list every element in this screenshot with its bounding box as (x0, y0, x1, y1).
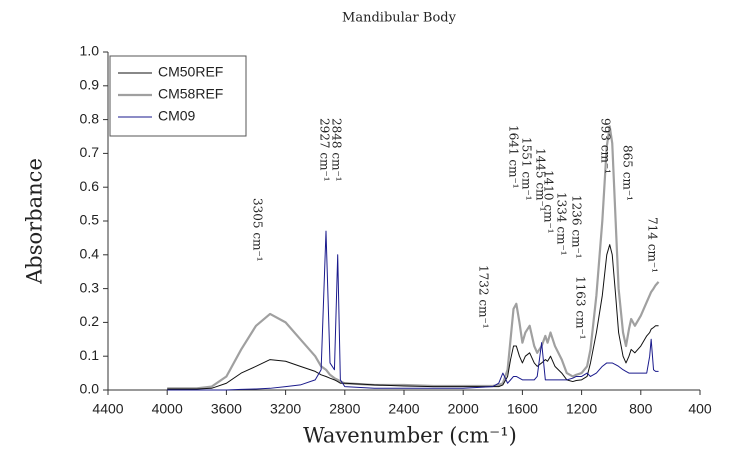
peak-annotation: 3305 cm⁻¹ (251, 198, 265, 262)
y-tick-label: 0.5 (80, 212, 100, 228)
y-tick-label: 1.0 (80, 43, 100, 59)
peak-annotation: 1163 cm⁻¹ (574, 276, 588, 340)
x-tick-label: 3600 (211, 401, 242, 417)
peak-annotation: 1445 cm⁻¹ (534, 148, 548, 212)
peak-annotation: 714 cm⁻¹ (646, 217, 660, 273)
peak-annotation: 1410 cm⁻¹ (542, 170, 556, 234)
peak-annotation: 993 cm⁻¹ (599, 118, 613, 174)
y-axis-label: Absorbance (23, 158, 47, 285)
peak-annotation: 2848 cm⁻¹ (330, 118, 344, 182)
y-tick-label: 0.0 (80, 381, 100, 397)
y-tick-label: 0.4 (80, 246, 100, 262)
x-tick-label: 4400 (92, 401, 123, 417)
peak-annotation: 1732 cm⁻¹ (477, 265, 491, 329)
x-tick-label: 2400 (388, 401, 419, 417)
chart-title: Mandibular Body (342, 11, 457, 26)
x-tick-label: 2000 (448, 401, 479, 417)
legend-label: CM09 (158, 108, 196, 124)
x-tick-label: 1600 (507, 401, 538, 417)
peak-annotation: 2927 cm⁻¹ (318, 118, 332, 182)
y-tick-label: 0.6 (80, 178, 100, 194)
peak-annotation: 1236 cm⁻¹ (570, 195, 584, 259)
x-tick-label: 1200 (566, 401, 597, 417)
series-line (167, 125, 660, 390)
legend-label: CM58REF (158, 86, 223, 102)
peak-annotation: 1334 cm⁻¹ (555, 192, 569, 256)
x-axis-label: Wavenumber (cm⁻¹) (303, 424, 517, 448)
y-tick-label: 0.2 (80, 313, 100, 329)
x-tick-label: 4000 (152, 401, 183, 417)
y-tick-label: 0.1 (80, 347, 100, 363)
peak-annotation: 1641 cm⁻¹ (507, 125, 521, 189)
series-line (167, 244, 659, 390)
x-tick-label: 3200 (270, 401, 301, 417)
y-tick-label: 0.3 (80, 279, 100, 295)
x-tick-label: 400 (688, 401, 712, 417)
peak-annotation: 1551 cm⁻¹ (520, 137, 534, 201)
x-tick-label: 800 (629, 401, 653, 417)
y-tick-label: 0.9 (80, 77, 100, 93)
y-tick-label: 0.8 (80, 110, 100, 126)
peak-annotation: 865 cm⁻¹ (621, 145, 635, 201)
series-line (167, 230, 659, 391)
x-tick-label: 2800 (329, 401, 360, 417)
legend-label: CM50REF (158, 64, 223, 80)
y-tick-label: 0.7 (80, 144, 100, 160)
